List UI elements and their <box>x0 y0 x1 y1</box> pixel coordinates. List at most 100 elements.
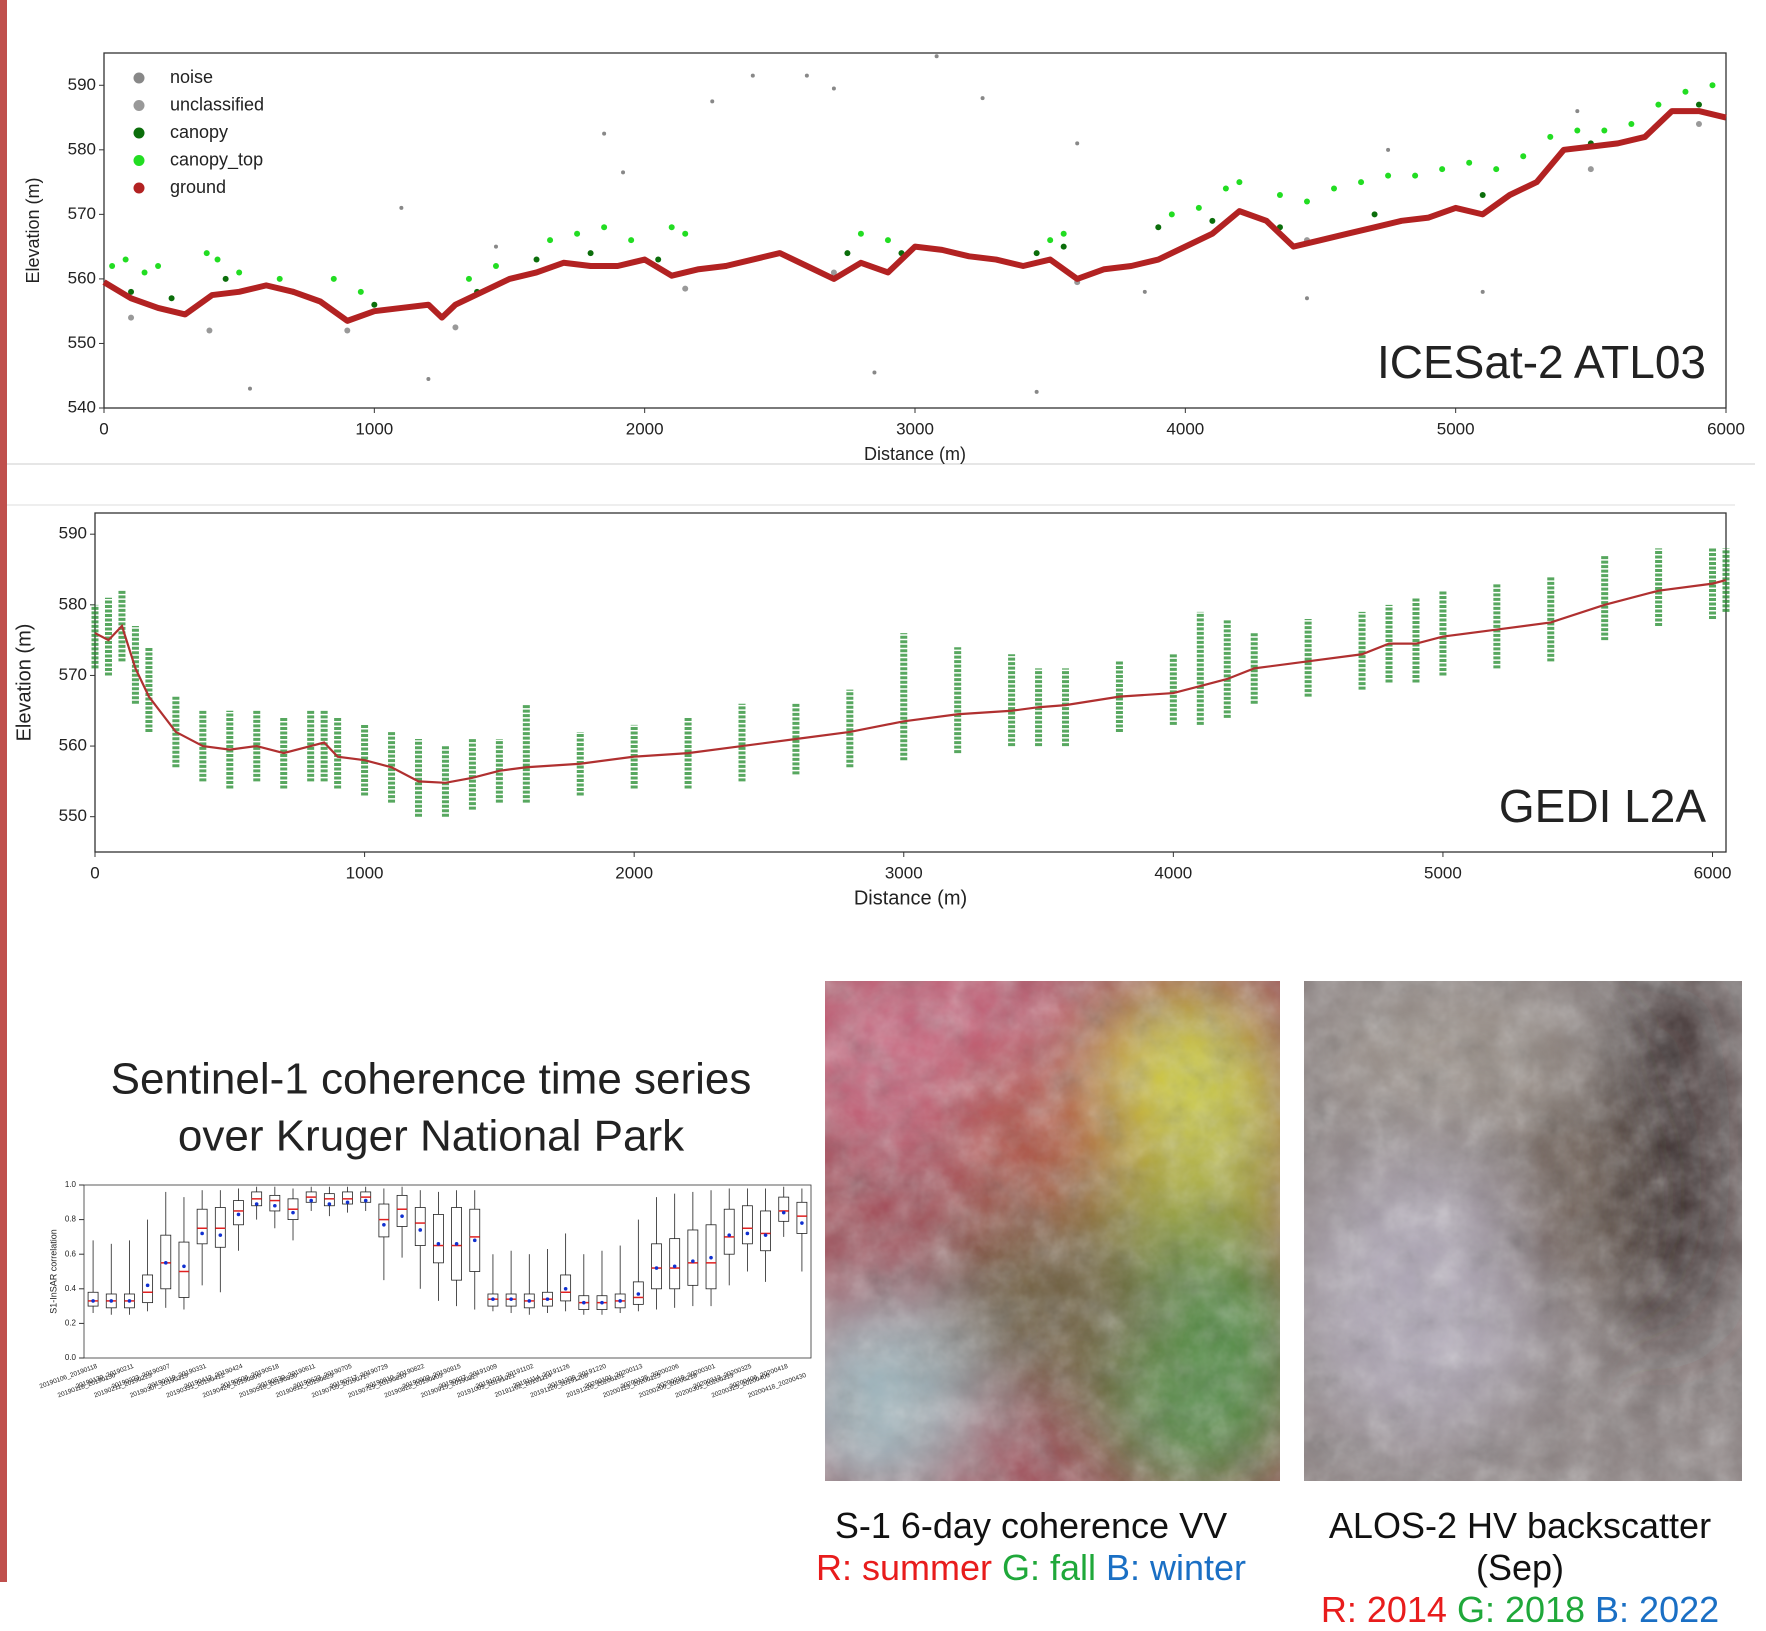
mean <box>618 1299 622 1303</box>
box <box>415 1207 425 1245</box>
legend-label: canopy <box>170 122 228 142</box>
caption-title: S-1 6-day coherence VV <box>791 1505 1271 1547</box>
point <box>426 377 430 381</box>
point <box>1358 179 1364 185</box>
x-tick-label: 2000 <box>615 863 653 882</box>
box <box>688 1230 698 1285</box>
point <box>331 276 337 282</box>
mean <box>418 1228 422 1232</box>
legend-marker <box>134 155 145 166</box>
point <box>1493 166 1499 172</box>
point <box>1236 179 1242 185</box>
y-axis-label: Elevation (m) <box>13 624 35 742</box>
mean <box>328 1202 332 1206</box>
y-tick-label: 590 <box>68 75 96 94</box>
mean <box>309 1199 313 1203</box>
point <box>981 96 985 100</box>
box <box>197 1209 207 1244</box>
y-tick-label: 0.8 <box>65 1215 77 1224</box>
mean <box>727 1233 731 1237</box>
point <box>1305 296 1309 300</box>
point <box>1696 102 1702 108</box>
box <box>143 1275 153 1303</box>
mean <box>437 1242 441 1246</box>
point <box>832 87 836 91</box>
mean <box>291 1211 295 1215</box>
point <box>1385 173 1391 179</box>
point <box>1386 148 1390 152</box>
x-tick-label: 4000 <box>1166 419 1204 438</box>
point <box>206 328 212 334</box>
x-tick-label: 5000 <box>1424 863 1462 882</box>
coherence-image <box>770 940 1310 1510</box>
y-tick-label: 1.0 <box>65 1180 77 1189</box>
y-tick-label: 0.6 <box>65 1249 77 1258</box>
channel: B: 2022 <box>1595 1589 1719 1631</box>
y-tick-label: 0.2 <box>65 1319 77 1328</box>
point <box>1520 153 1526 159</box>
mean <box>691 1259 695 1263</box>
point <box>344 328 350 334</box>
mean <box>91 1299 95 1303</box>
x-axis-label: Distance (m) <box>864 444 966 464</box>
mean <box>164 1261 168 1265</box>
mean <box>527 1299 531 1303</box>
mean <box>128 1299 132 1303</box>
point <box>169 295 175 301</box>
point <box>1588 166 1594 172</box>
legend-label: noise <box>170 67 213 87</box>
mean <box>637 1292 641 1296</box>
point <box>1304 198 1310 204</box>
box <box>215 1207 225 1247</box>
point <box>1155 224 1161 230</box>
x-tick-label: 6000 <box>1694 863 1732 882</box>
channel: G: fall <box>1002 1547 1096 1589</box>
point <box>844 250 850 256</box>
point <box>1547 134 1553 140</box>
point <box>534 257 540 263</box>
point <box>1035 390 1039 394</box>
point <box>1682 89 1688 95</box>
caption: S-1 6-day coherence VV R: summerG: fallB… <box>791 1505 1271 1589</box>
mean <box>364 1199 368 1203</box>
point <box>682 286 688 292</box>
x-tick-label: 1000 <box>346 863 384 882</box>
mean <box>491 1297 495 1301</box>
x-tick-label: 1000 <box>355 419 393 438</box>
legend-marker <box>134 128 145 139</box>
point <box>1480 192 1486 198</box>
point <box>277 276 283 282</box>
mean <box>400 1214 404 1218</box>
point <box>1061 231 1067 237</box>
y-axis-label: Elevation (m) <box>23 177 43 283</box>
box <box>397 1195 407 1226</box>
y-tick-label: 570 <box>59 665 87 684</box>
mean <box>382 1223 386 1227</box>
point <box>1412 173 1418 179</box>
point <box>1143 290 1147 294</box>
point <box>751 74 755 78</box>
box <box>379 1204 389 1237</box>
point <box>1575 109 1579 113</box>
mean <box>346 1201 350 1205</box>
point <box>358 289 364 295</box>
point <box>223 276 229 282</box>
point <box>1655 102 1661 108</box>
point <box>574 231 580 237</box>
point <box>236 269 242 275</box>
y-tick-label: 570 <box>68 204 96 223</box>
y-tick-label: 560 <box>68 268 96 287</box>
point <box>1061 244 1067 250</box>
channel: R: 2014 <box>1321 1589 1447 1631</box>
point <box>710 99 714 103</box>
point <box>1075 141 1079 145</box>
point <box>452 324 458 330</box>
side-bar <box>0 0 7 1582</box>
x-tick-label: 2000 <box>626 419 664 438</box>
mean <box>146 1284 150 1288</box>
mean <box>509 1297 513 1301</box>
page: {"chart_data":[ {"type":"scatter","xlabe… <box>0 0 1766 1582</box>
